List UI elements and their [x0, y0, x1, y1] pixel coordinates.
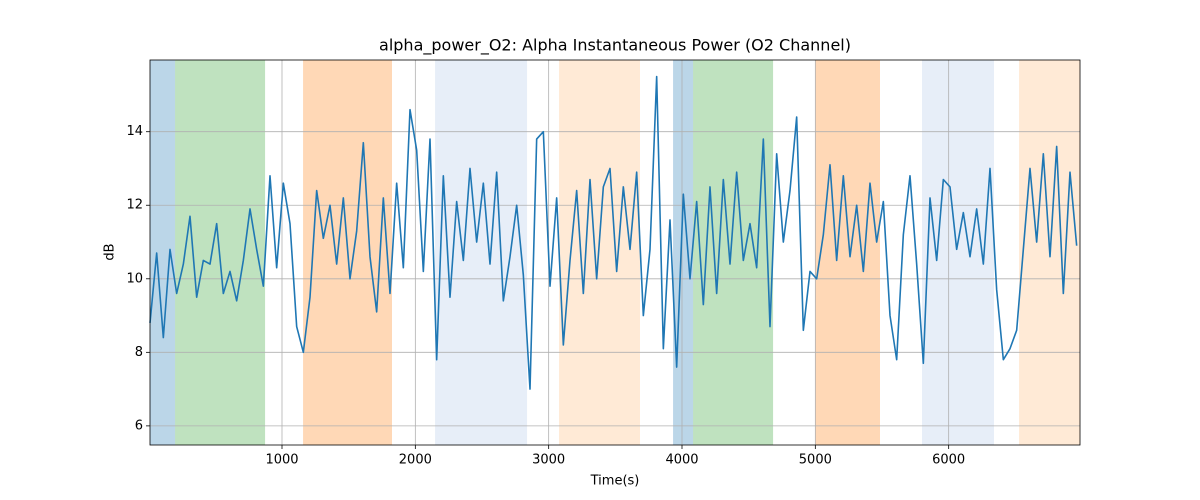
y-tick-label: 12 [126, 198, 143, 213]
highlight-span [922, 60, 994, 445]
highlight-span [673, 60, 694, 445]
x-tick-label: 5000 [799, 453, 832, 468]
x-tick-label: 6000 [932, 453, 965, 468]
data-line [149, 75, 1078, 390]
highlight-span [150, 60, 176, 445]
highlight-span [693, 60, 774, 445]
plot-frame [149, 59, 1081, 446]
x-tick-label: 3000 [532, 453, 565, 468]
highlight-span [435, 60, 528, 445]
y-tick-label: 8 [135, 345, 143, 360]
highlight-span [559, 60, 640, 445]
highlight-span [815, 60, 880, 445]
x-axis-label: Time(s) [590, 474, 640, 489]
y-tick-label: 10 [126, 271, 143, 286]
x-tick-label: 1000 [265, 453, 298, 468]
x-tick-label: 2000 [399, 453, 432, 468]
chart-title: alpha_power_O2: Alpha Instantaneous Powe… [379, 36, 851, 56]
x-tick-label: 4000 [665, 453, 698, 468]
y-tick-label: 14 [126, 124, 143, 139]
y-axis-label: dB [103, 243, 118, 260]
y-tick-label: 6 [135, 418, 143, 433]
